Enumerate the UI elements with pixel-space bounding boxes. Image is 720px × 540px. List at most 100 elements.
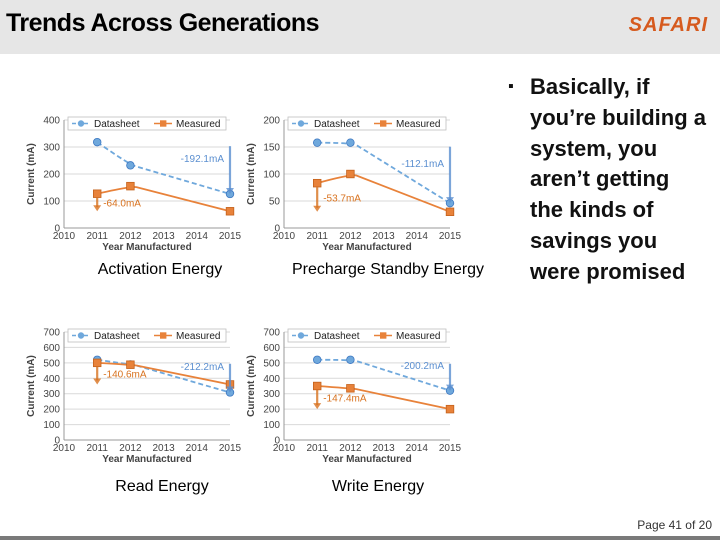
series-line-datasheet [317,141,451,204]
measured-point [445,207,455,216]
series-line-datasheet [317,358,451,392]
datasheet-point [92,137,102,147]
x-tick-label: 2012 [119,443,142,454]
y-axis-label: Current (mA) [26,355,37,417]
x-axis-label: Year Manufactured [322,242,411,253]
caption-write-energy: Write Energy [331,478,425,495]
x-axis-label: Year Manufactured [102,454,191,465]
legend: Datasheet Measured [67,328,227,343]
measured-point [313,381,322,391]
y-tick-label: 400 [43,374,60,385]
legend-box [287,116,447,131]
datasheet-point [346,355,355,364]
legend-label-datasheet: Datasheet [94,119,140,130]
y-tick-label: 500 [43,358,60,369]
measured-point [93,358,102,368]
x-tick-label: 2013 [372,231,395,242]
y-tick-label: 150 [263,143,280,154]
y-tick-label: 400 [263,374,280,385]
measured-point [346,169,355,179]
legend-marker-measured [380,120,387,127]
legend: Datasheet Measured [287,116,447,131]
x-tick-label: 2011 [306,443,328,454]
drop-arrowhead [93,205,102,212]
y-axis-label: Current (mA) [246,143,257,205]
measured-point [225,207,235,216]
chart-read-energy: 0 100 200 300 400 500 600 700 2010 2011 2012 2013 20… [22,322,242,472]
caption-read-energy: Read Energy [115,478,209,495]
x-tick-label: 2011 [86,231,108,242]
y-tick-label: 600 [263,343,280,354]
measured-point [126,360,135,369]
delta-annotation: -53.7mA [323,193,361,204]
legend-label-measured: Measured [176,119,220,130]
legend-label-measured: Measured [396,331,440,342]
x-tick-label: 2012 [339,231,362,242]
drop-arrowhead [226,386,234,393]
legend-label-datasheet: Datasheet [314,119,360,130]
drop-arrowhead [313,205,322,212]
y-tick-label: 100 [263,420,280,431]
bullet-square-icon: ▪ [508,78,514,95]
legend-marker-datasheet [297,332,305,339]
delta-annotation: -112.1mA [401,159,444,170]
y-tick-label: 300 [43,143,60,154]
legend-marker-measured [160,332,167,339]
x-tick-label: 2014 [186,231,209,242]
x-tick-label: 2010 [273,443,296,454]
x-tick-label: 2014 [406,231,429,242]
safari-logo: SAFARI [628,14,708,36]
legend-marker-datasheet [297,120,305,127]
caption-activation-energy: Activation Energy [97,261,223,278]
delta-annotation: -192.1mA [181,154,225,165]
delta-annotation: -64.0mA [103,198,141,209]
x-tick-label: 2015 [219,443,242,454]
series-line-measured [317,385,451,411]
legend-box [287,328,447,343]
y-tick-label: 100 [43,420,60,431]
chart-activation-energy: 0 100 200 300 400 2010 2011 2012 2013 2014 2015 Yea… [22,110,242,260]
y-axis-label: Current (mA) [246,355,257,417]
y-tick-label: 600 [43,343,60,354]
series-line-measured [97,361,231,386]
footer-bar [0,536,720,540]
x-tick-label: 2015 [439,443,462,454]
measured-point [126,181,135,191]
y-tick-label: 100 [263,170,280,181]
x-tick-label: 2010 [53,231,76,242]
delta-annotation: -212.2mA [181,362,225,373]
legend-box [67,328,227,343]
x-axis-label: Year Manufactured [102,242,191,253]
y-tick-label: 100 [43,197,60,208]
x-tick-label: 2011 [86,443,108,454]
x-tick-label: 2013 [152,443,175,454]
plot-area [64,332,230,440]
x-tick-label: 2012 [339,443,362,454]
delta-annotation: -147.4mA [323,394,367,405]
chart-svg: 0 100 200 300 400 2010 2011 2012 2013 2014 2015 Yea… [26,116,242,254]
x-tick-label: 2014 [406,443,429,454]
chart-svg: 0 100 200 300 400 500 600 700 2010 2011 2012 2013 20… [26,328,242,466]
y-tick-label: 200 [263,116,280,127]
slide-title: Trends Across Generations [6,9,320,37]
legend-marker-datasheet [77,332,85,339]
drop-arrowhead [226,187,234,194]
page-number: Page 41 of 20 [637,518,712,532]
y-tick-label: 200 [263,405,280,416]
drop-arrowhead [446,384,454,391]
legend-label-datasheet: Datasheet [314,331,360,342]
datasheet-point [346,138,355,147]
legend: Datasheet Measured [287,328,447,343]
x-tick-label: 2015 [439,231,462,242]
y-tick-label: 0 [274,224,280,235]
y-tick-label: 0 [54,224,60,235]
chart-precharge-standby-energy: 0 50 100 150 200 2010 2011 2012 2013 2014 2015 Year… [242,110,462,260]
plot-area [284,332,450,440]
series-line-measured [97,186,231,213]
y-tick-label: 400 [43,116,60,127]
legend-marker-datasheet [77,120,85,127]
datasheet-point [312,138,322,147]
bullet-point: ▪ Basically, if you’re building a system… [508,72,708,288]
chart-svg: 0 100 200 300 400 500 600 700 2010 2011 2012 2013 20… [246,328,462,466]
bullet-text: Basically, if you’re building a system, … [530,74,707,284]
